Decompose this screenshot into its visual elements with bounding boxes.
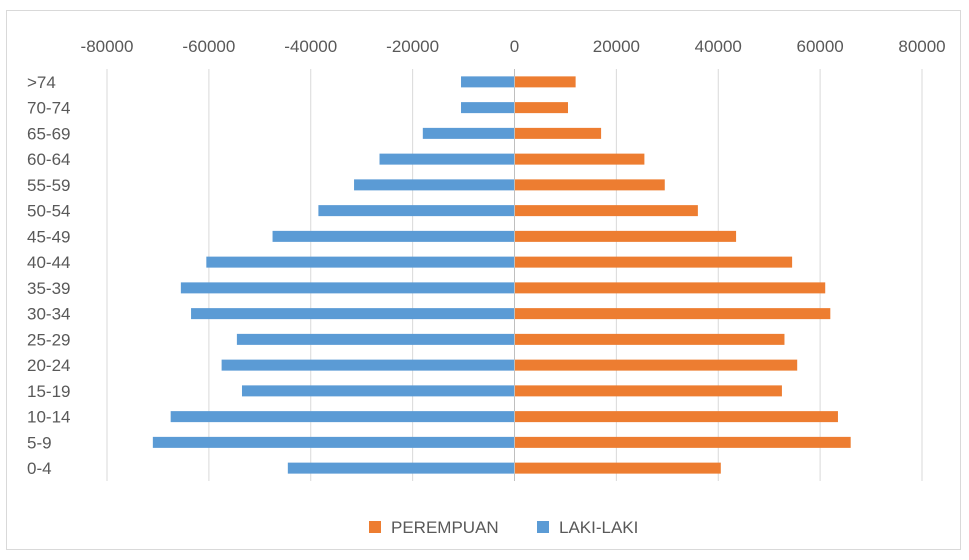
y-category-label: 25-29 bbox=[27, 330, 70, 349]
legend-item-perempuan: PEREMPUAN bbox=[391, 518, 499, 537]
y-category-label: >74 bbox=[27, 73, 56, 92]
y-category-label: 15-19 bbox=[27, 382, 70, 401]
y-category-label: 65-69 bbox=[27, 124, 70, 143]
bar-perempuan bbox=[514, 205, 698, 217]
bars bbox=[152, 76, 851, 474]
bar-laki-laki bbox=[461, 76, 515, 88]
y-category-label: 35-39 bbox=[27, 279, 70, 298]
legend-item-laki-laki: LAKI-LAKI bbox=[559, 518, 638, 537]
bar-perempuan bbox=[514, 462, 721, 474]
legend-swatch bbox=[369, 521, 381, 533]
bar-laki-laki bbox=[206, 256, 515, 268]
bar-perempuan bbox=[514, 411, 838, 423]
bar-laki-laki bbox=[180, 282, 515, 294]
y-category-label: 5-9 bbox=[27, 433, 52, 452]
legend-swatch bbox=[537, 521, 549, 533]
y-category-label: 70-74 bbox=[27, 99, 70, 118]
bar-laki-laki bbox=[461, 102, 515, 114]
axes: -80000 -60000 -40000 -20000 0 20000 40000 60000… bbox=[27, 37, 946, 481]
bar-perempuan bbox=[514, 179, 665, 191]
bar-perempuan bbox=[514, 102, 568, 114]
x-tick-label: 60000 bbox=[796, 37, 843, 56]
x-tick-label: 80000 bbox=[898, 37, 945, 56]
bar-perempuan bbox=[514, 436, 851, 448]
bar-laki-laki bbox=[318, 205, 515, 217]
y-category-label: 55-59 bbox=[27, 176, 70, 195]
bar-laki-laki bbox=[354, 179, 515, 191]
bar-laki-laki bbox=[379, 153, 515, 165]
bar-laki-laki bbox=[236, 333, 515, 345]
x-tick-label: -60000 bbox=[182, 37, 235, 56]
chart-frame: -80000 -60000 -40000 -20000 0 20000 40000 60000… bbox=[6, 10, 961, 550]
bar-laki-laki bbox=[287, 462, 515, 474]
x-tick-label: 40000 bbox=[695, 37, 742, 56]
y-category-label: 45-49 bbox=[27, 227, 70, 246]
bar-perempuan bbox=[514, 127, 602, 139]
bar-laki-laki bbox=[241, 385, 515, 397]
x-tick-label: -40000 bbox=[284, 37, 337, 56]
bar-laki-laki bbox=[422, 127, 515, 139]
bar-perempuan bbox=[514, 153, 645, 165]
bar-perempuan bbox=[514, 256, 793, 268]
x-tick-label: 20000 bbox=[593, 37, 640, 56]
x-tick-label: 0 bbox=[510, 37, 519, 56]
bar-perempuan bbox=[514, 230, 737, 242]
bar-perempuan bbox=[514, 282, 826, 294]
population-pyramid-chart: -80000 -60000 -40000 -20000 0 20000 40000 60000… bbox=[27, 37, 946, 537]
bar-laki-laki bbox=[191, 308, 515, 320]
y-category-label: 60-64 bbox=[27, 150, 70, 169]
y-category-label: 10-14 bbox=[27, 408, 70, 427]
y-category-label: 40-44 bbox=[27, 253, 70, 272]
legend: PEREMPUAN LAKI-LAKI bbox=[369, 518, 638, 537]
bar-perempuan bbox=[514, 385, 782, 397]
bar-laki-laki bbox=[170, 411, 515, 423]
x-tick-label: -80000 bbox=[81, 37, 134, 56]
x-tick-label: -20000 bbox=[386, 37, 439, 56]
bar-perempuan bbox=[514, 359, 798, 371]
y-category-label: 30-34 bbox=[27, 305, 70, 324]
bar-perempuan bbox=[514, 308, 831, 320]
bar-perempuan bbox=[514, 76, 576, 88]
bar-laki-laki bbox=[272, 230, 515, 242]
y-category-label: 50-54 bbox=[27, 202, 70, 221]
bar-laki-laki bbox=[152, 436, 515, 448]
y-category-label: 20-24 bbox=[27, 356, 70, 375]
y-category-label: 0-4 bbox=[27, 459, 52, 478]
bar-perempuan bbox=[514, 333, 785, 345]
bar-laki-laki bbox=[221, 359, 515, 371]
